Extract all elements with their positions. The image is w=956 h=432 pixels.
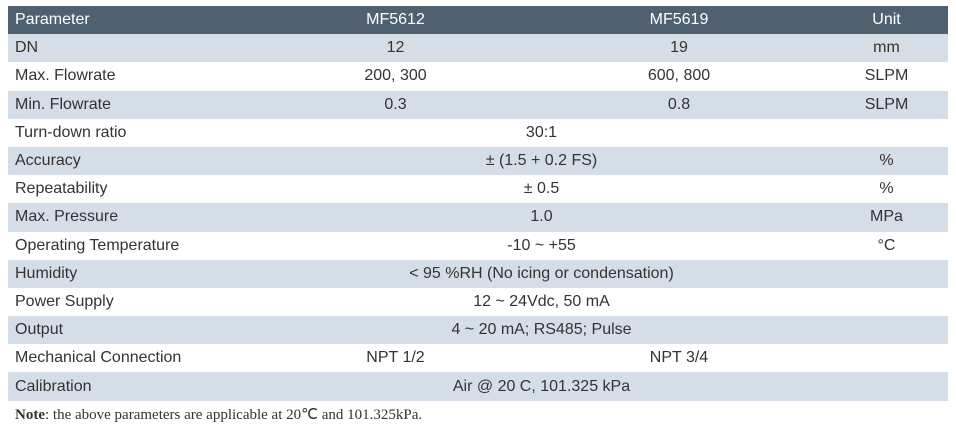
unit-cell: SLPM xyxy=(825,62,948,91)
value-shared: ± 0.5 xyxy=(258,175,825,204)
value-model-a: 0.3 xyxy=(258,90,533,119)
value-model-b: 600, 800 xyxy=(533,62,825,91)
header-parameter: Parameter xyxy=(8,6,258,35)
param-label: Accuracy xyxy=(8,146,258,176)
value-model-b: NPT 3/4 xyxy=(533,344,825,373)
unit-cell: °C xyxy=(825,231,948,260)
unit-cell: % xyxy=(825,146,948,176)
spec-table: Parameter MF5612 MF5619 Unit DN 12 19 mm… xyxy=(8,6,948,401)
table-header-row: Parameter MF5612 MF5619 Unit xyxy=(8,6,948,35)
value-shared: -10 ~ +55 xyxy=(258,231,825,260)
param-label: Power Supply xyxy=(8,287,258,317)
value-shared: < 95 %RH (No icing or condensation) xyxy=(258,259,825,288)
value-shared: ± (1.5 + 0.2 FS) xyxy=(258,146,825,176)
table-row-operating-temperature: Operating Temperature -10 ~ +55 °C xyxy=(8,231,948,260)
param-label: Output xyxy=(8,316,258,345)
table-row-accuracy: Accuracy ± (1.5 + 0.2 FS) % xyxy=(8,146,948,176)
table-row-repeatability: Repeatability ± 0.5 % xyxy=(8,175,948,204)
param-label: Min. Flowrate xyxy=(8,90,258,119)
unit-cell xyxy=(825,287,948,317)
table-row-dn: DN 12 19 mm xyxy=(8,34,948,63)
unit-cell: % xyxy=(825,175,948,204)
unit-cell: MPa xyxy=(825,203,948,232)
value-shared: 12 ~ 24Vdc, 50 mA xyxy=(258,287,825,317)
unit-cell xyxy=(825,259,948,288)
header-model-b: MF5619 xyxy=(533,6,825,35)
value-shared: 4 ~ 20 mA; RS485; Pulse xyxy=(258,316,825,345)
table-row-min-flowrate: Min. Flowrate 0.3 0.8 SLPM xyxy=(8,90,948,119)
param-label: Max. Pressure xyxy=(8,203,258,232)
unit-cell: SLPM xyxy=(825,90,948,119)
note-text: : the above parameters are applicable at… xyxy=(45,407,423,423)
param-label: DN xyxy=(8,34,258,63)
param-label: Max. Flowrate xyxy=(8,62,258,91)
param-label: Mechanical Connection xyxy=(8,344,258,373)
unit-cell xyxy=(825,316,948,345)
header-model-a: MF5612 xyxy=(258,6,533,35)
value-model-b: 0.8 xyxy=(533,90,825,119)
table-row-max-flowrate: Max. Flowrate 200, 300 600, 800 SLPM xyxy=(8,62,948,91)
param-label: Repeatability xyxy=(8,175,258,204)
unit-cell xyxy=(825,118,948,147)
unit-cell xyxy=(825,372,948,401)
table-row-humidity: Humidity < 95 %RH (No icing or condensat… xyxy=(8,259,948,288)
header-unit: Unit xyxy=(825,6,948,35)
value-model-b: 19 xyxy=(533,34,825,63)
param-label: Humidity xyxy=(8,259,258,288)
table-row-max-pressure: Max. Pressure 1.0 MPa xyxy=(8,203,948,232)
param-label: Calibration xyxy=(8,372,258,401)
value-shared: Air @ 20 C, 101.325 kPa xyxy=(258,372,825,401)
value-shared: 30:1 xyxy=(258,118,825,147)
value-model-a: 12 xyxy=(258,34,533,63)
table-row-power-supply: Power Supply 12 ~ 24Vdc, 50 mA xyxy=(8,287,948,317)
table-row-turndown: Turn-down ratio 30:1 xyxy=(8,118,948,147)
unit-cell: mm xyxy=(825,34,948,63)
table-row-calibration: Calibration Air @ 20 C, 101.325 kPa xyxy=(8,372,948,401)
table-row-mechanical-connection: Mechanical Connection NPT 1/2 NPT 3/4 xyxy=(8,344,948,373)
param-label: Turn-down ratio xyxy=(8,118,258,147)
value-model-a: 200, 300 xyxy=(258,62,533,91)
value-model-a: NPT 1/2 xyxy=(258,344,533,373)
note-label: Note xyxy=(15,407,45,423)
value-shared: 1.0 xyxy=(258,203,825,232)
param-label: Operating Temperature xyxy=(8,231,258,260)
footnote: Note: the above parameters are applicabl… xyxy=(15,405,422,424)
table-row-output: Output 4 ~ 20 mA; RS485; Pulse xyxy=(8,316,948,345)
unit-cell xyxy=(825,344,948,373)
